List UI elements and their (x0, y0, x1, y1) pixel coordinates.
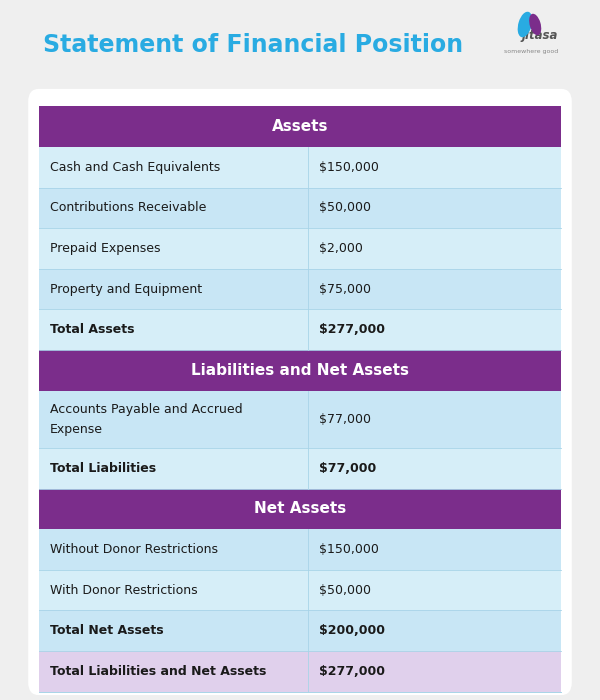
Text: Expense: Expense (50, 423, 103, 435)
Bar (39, 309, 561, 350)
Bar (39, 610, 561, 651)
Text: Net Assets: Net Assets (254, 501, 346, 517)
Text: $200,000: $200,000 (319, 624, 385, 637)
Text: Total Liabilities: Total Liabilities (50, 462, 156, 475)
Bar (39, 228, 561, 269)
Text: somewhere good: somewhere good (504, 48, 558, 54)
Bar (39, 529, 561, 570)
FancyBboxPatch shape (28, 89, 572, 695)
Bar (39, 147, 561, 188)
Bar (39, 188, 561, 228)
Bar (39, 106, 561, 147)
Text: Property and Equipment: Property and Equipment (50, 283, 202, 295)
Text: $277,000: $277,000 (319, 323, 385, 336)
Bar (39, 489, 561, 529)
Text: $150,000: $150,000 (319, 543, 379, 556)
Text: Liabilities and Net Assets: Liabilities and Net Assets (191, 363, 409, 378)
Text: Statement of Financial Position: Statement of Financial Position (43, 34, 463, 57)
Text: $2,000: $2,000 (319, 242, 362, 255)
Text: $77,000: $77,000 (319, 413, 371, 426)
Ellipse shape (529, 14, 541, 35)
Text: jitasa: jitasa (521, 29, 558, 41)
Text: Total Liabilities and Net Assets: Total Liabilities and Net Assets (50, 665, 266, 678)
Text: With Donor Restrictions: With Donor Restrictions (50, 584, 197, 596)
Text: $75,000: $75,000 (319, 283, 371, 295)
Text: Without Donor Restrictions: Without Donor Restrictions (50, 543, 218, 556)
Bar (39, 570, 561, 610)
Text: Cash and Cash Equivalents: Cash and Cash Equivalents (50, 161, 220, 174)
Text: $150,000: $150,000 (319, 161, 379, 174)
Bar (39, 391, 561, 448)
Text: Prepaid Expenses: Prepaid Expenses (50, 242, 160, 255)
Text: $77,000: $77,000 (319, 462, 376, 475)
Bar (39, 350, 561, 391)
Text: $277,000: $277,000 (319, 665, 385, 678)
Text: Assets: Assets (272, 119, 328, 134)
Text: $50,000: $50,000 (319, 202, 371, 214)
Text: Accounts Payable and Accrued: Accounts Payable and Accrued (50, 403, 242, 416)
Text: Total Net Assets: Total Net Assets (50, 624, 163, 637)
Ellipse shape (518, 12, 532, 37)
Bar (39, 651, 561, 692)
Text: Contributions Receivable: Contributions Receivable (50, 202, 206, 214)
Bar (39, 448, 561, 489)
Bar (39, 269, 561, 309)
Text: $50,000: $50,000 (319, 584, 371, 596)
Text: Total Assets: Total Assets (50, 323, 134, 336)
